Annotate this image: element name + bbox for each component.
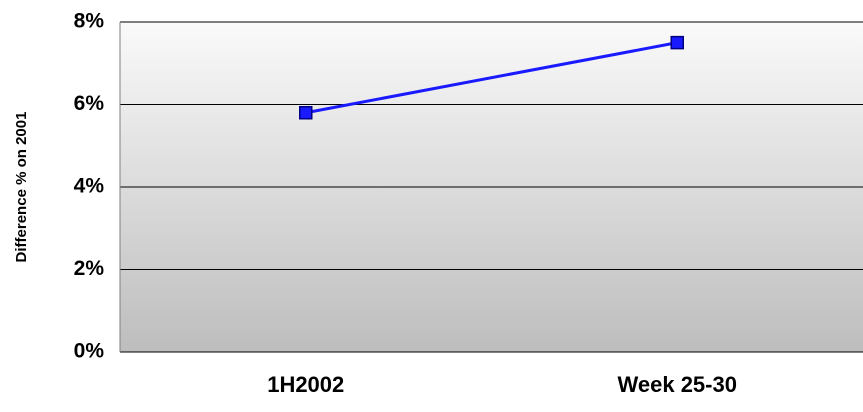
data-point [299, 106, 313, 120]
x-tick-label: Week 25-30 [618, 372, 737, 397]
y-tick-label: 2% [74, 257, 105, 280]
data-point [670, 35, 684, 50]
y-tick-label: 8% [74, 10, 105, 33]
x-tick-label: 1H2002 [267, 372, 344, 397]
series-line [305, 41, 678, 115]
y-axis-label: Difference % on 2001 [13, 112, 30, 263]
y-tick-label: 4% [74, 175, 105, 198]
y-tick-label: 6% [74, 92, 105, 115]
y-tick-label: 0% [74, 340, 105, 363]
